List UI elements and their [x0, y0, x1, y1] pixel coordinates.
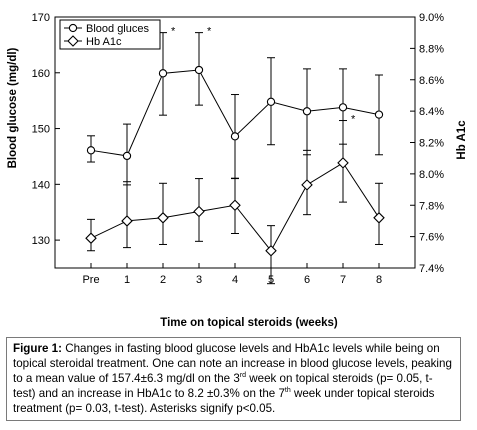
data-point-diamond: [373, 212, 385, 224]
data-point-circle: [68, 23, 78, 33]
x-tick-label: 6: [304, 274, 310, 286]
x-tick-label: 1: [124, 274, 130, 286]
figure-caption: Figure 1: Changes in fasting blood gluco…: [6, 337, 461, 421]
y-right-tick-label: 8.0%: [419, 169, 444, 181]
caption-label: Figure 1:: [13, 342, 62, 355]
y-right-tick-label: 7.8%: [419, 200, 444, 212]
y-right-tick-label: 8.2%: [419, 138, 444, 150]
y-axis-right-label: Hb A1c: [456, 120, 468, 160]
data-point-diamond: [85, 232, 97, 244]
y-left-tick-label: 160: [32, 68, 50, 80]
legend-label: Blood gluces: [86, 23, 149, 35]
caption-text-2: week on topical steroids (p= 0.05, t-tes…: [13, 372, 433, 400]
y-left-tick-label: 130: [32, 235, 50, 247]
x-tick-label: 2: [160, 274, 166, 286]
caption-sup-1: rd: [239, 372, 247, 380]
y-axis-left-label: Blood glucose (mg/dl): [7, 47, 19, 168]
x-tick-label: Pre: [82, 274, 99, 286]
y-left-tick-label: 150: [32, 124, 50, 136]
data-point-diamond: [67, 35, 79, 47]
data-point-circle: [266, 97, 276, 106]
data-point-diamond: [157, 212, 169, 224]
caption-sup-2: th: [284, 387, 291, 395]
chart: 130 140 150 160 170 7.4% 7.6% 7.8% 8.0% 8.2% 8.4%…: [7, 12, 468, 329]
y-right-tick-label: 8.4%: [419, 106, 444, 118]
caption-text-3: week under topical steroids treatment (p…: [13, 387, 435, 415]
x-tick-label: 7: [340, 274, 346, 286]
x-tick-label: 8: [376, 274, 382, 286]
data-point-circle: [86, 146, 96, 155]
x-axis-label: Time on topical steroids (weeks): [160, 317, 338, 329]
data-point-circle: [338, 103, 348, 112]
significance-asterisk: *: [171, 26, 176, 38]
data-point-circle: [230, 132, 240, 141]
significance-asterisk: *: [351, 114, 356, 126]
y-right-tick-label: 7.6%: [419, 232, 444, 244]
y-left-tick-label: 170: [32, 12, 50, 24]
data-point-circle: [158, 69, 168, 78]
data-point-diamond: [121, 215, 133, 227]
data-point-diamond: [229, 199, 241, 212]
legend-label: Hb A1c: [86, 36, 122, 48]
y-right-tick-label: 7.4%: [419, 263, 444, 275]
y-left-tick-label: 140: [32, 179, 50, 191]
data-point-diamond: [265, 244, 277, 257]
data-point-diamond: [301, 179, 313, 191]
caption-text-1: Changes in fasting blood glucose levels …: [13, 342, 452, 385]
data-point-circle: [122, 151, 132, 161]
x-tick-label: 4: [232, 274, 238, 286]
x-tick-label: 3: [196, 274, 202, 286]
data-point-diamond: [193, 205, 205, 218]
y-right-tick-label: 9.0%: [419, 12, 444, 24]
y-right-tick-label: 8.6%: [419, 75, 444, 87]
data-point-circle: [194, 65, 204, 75]
y-right-tick-label: 8.8%: [419, 43, 444, 55]
data-point-circle: [374, 110, 384, 119]
legend-box: [59, 19, 161, 50]
data-point-diamond: [337, 157, 349, 169]
significance-asterisk: *: [207, 26, 212, 38]
series-diamond: [85, 120, 385, 285]
data-point-circle: [302, 107, 312, 116]
